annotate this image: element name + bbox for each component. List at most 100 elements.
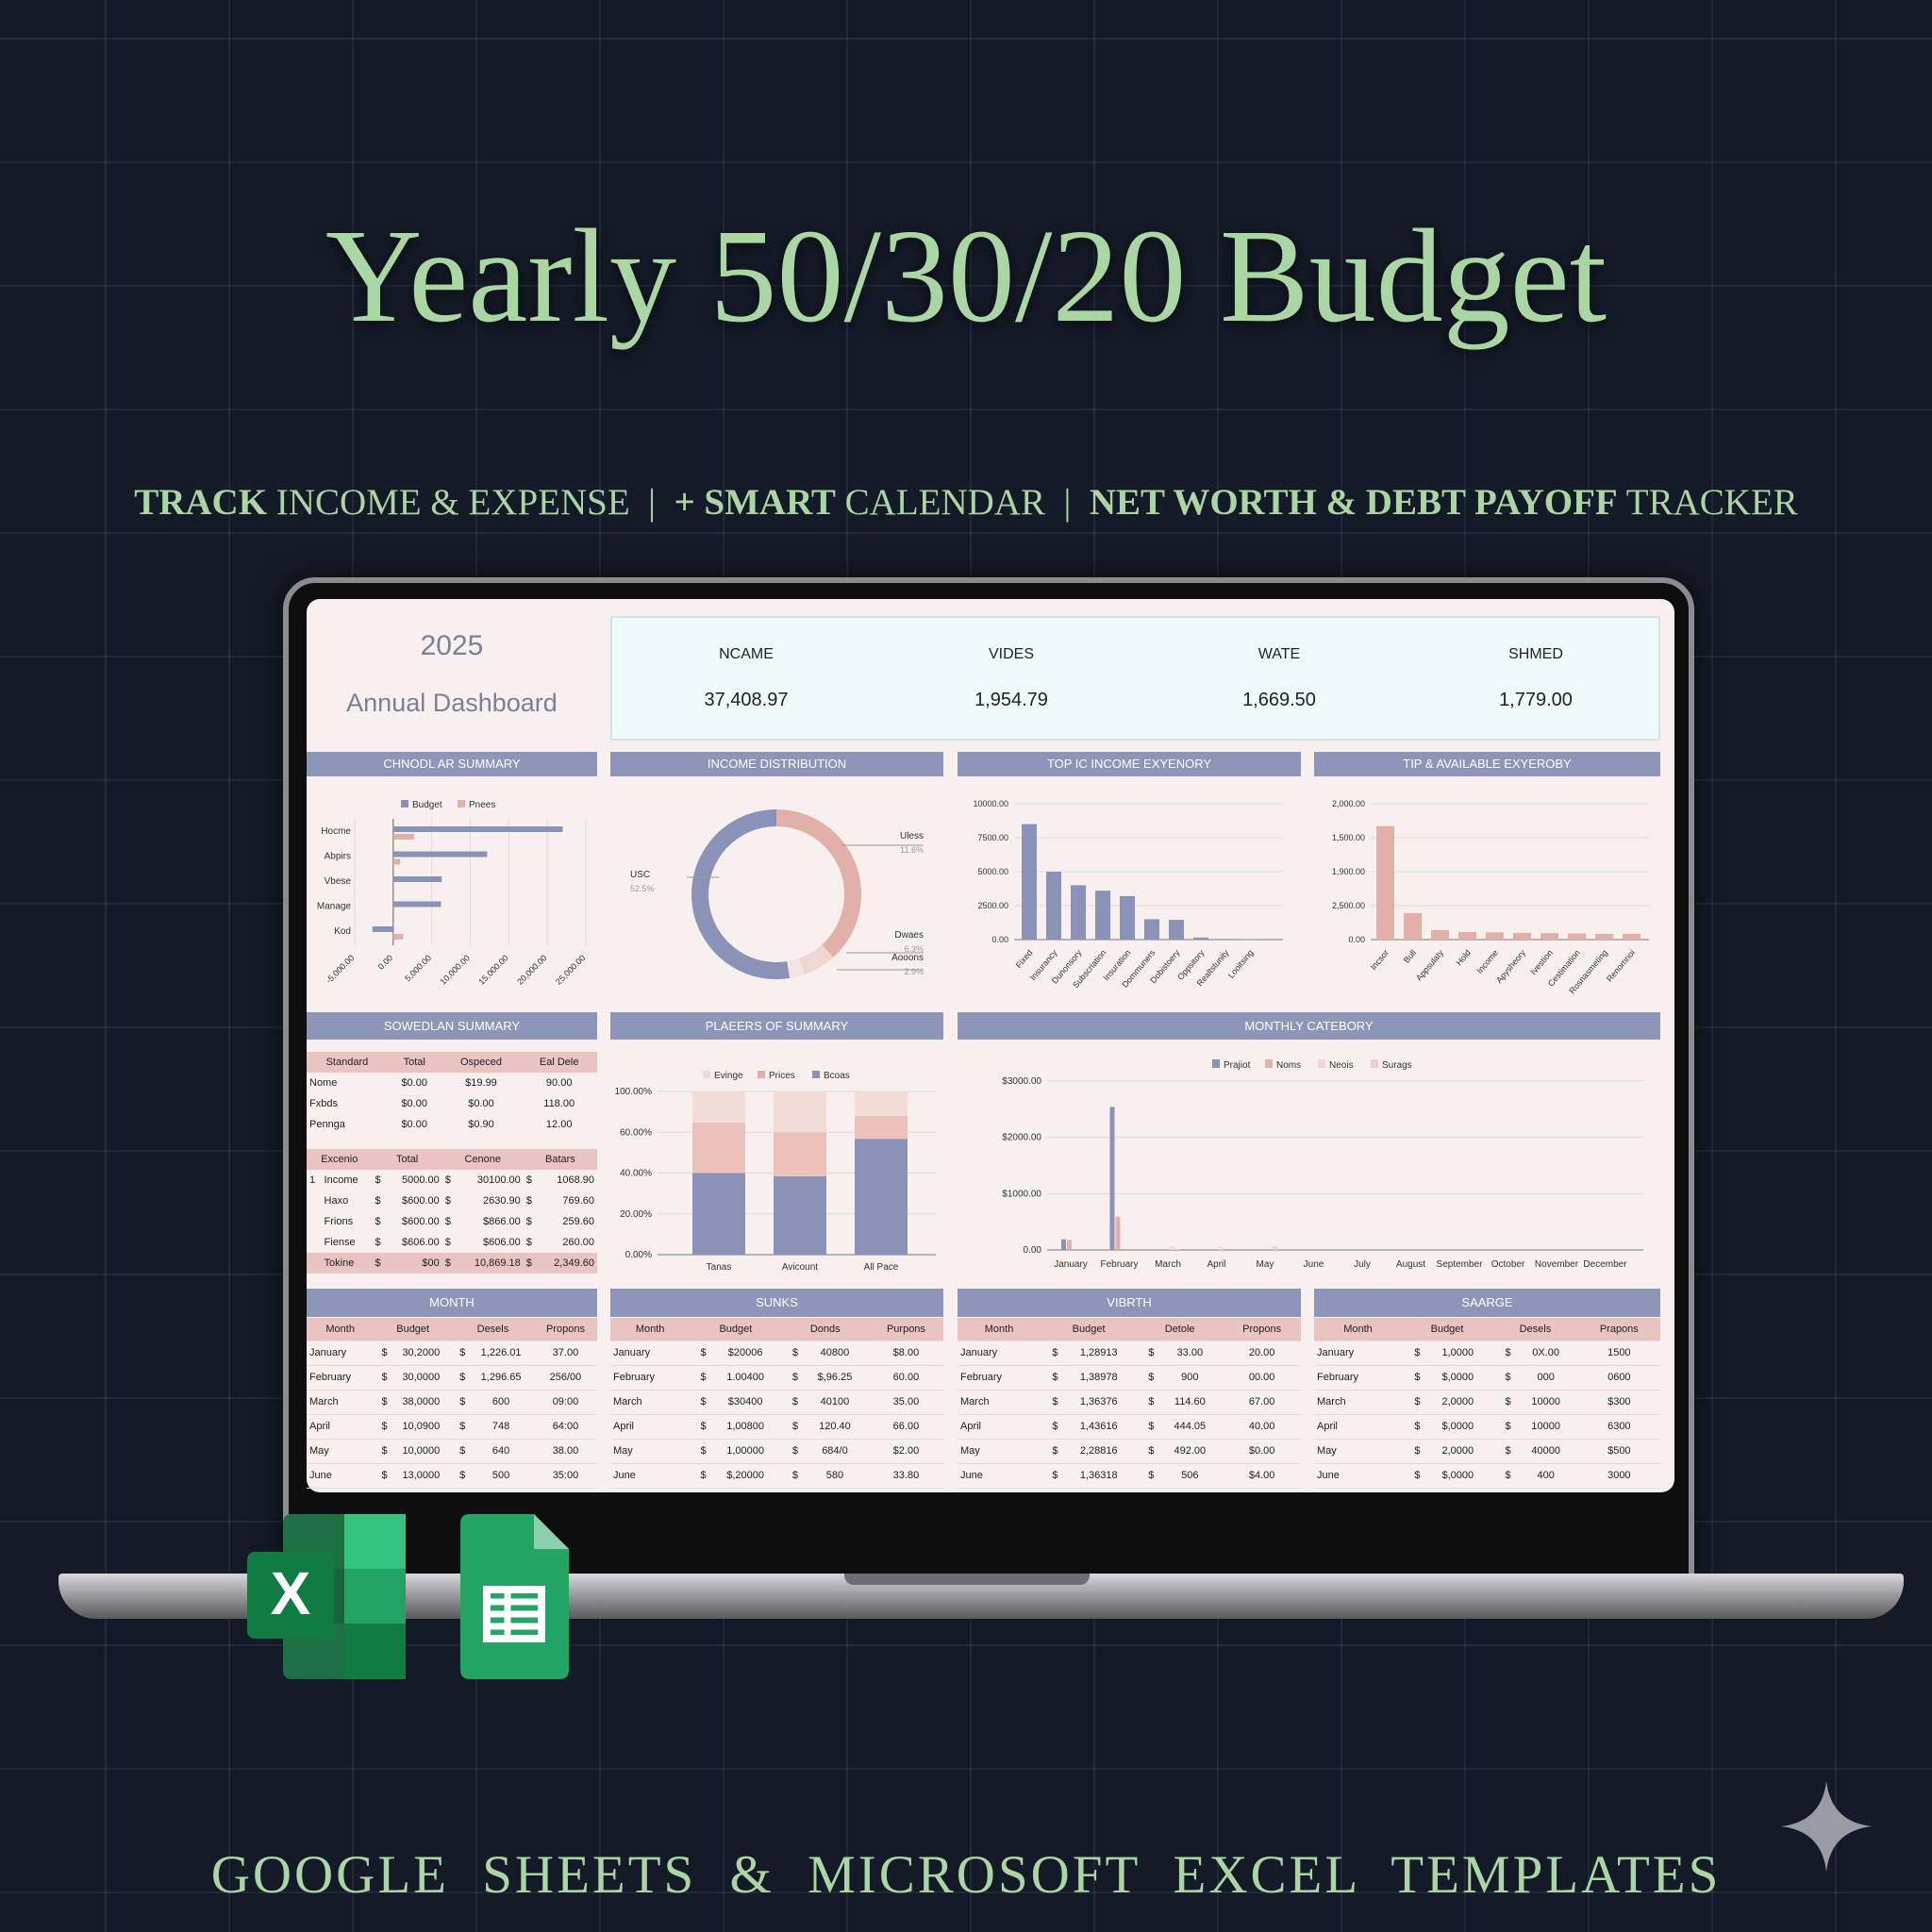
table-cell: $ (444, 1195, 451, 1207)
tick-label: -5,000.00 (324, 953, 356, 985)
table-cell: 1,36318 (1060, 1463, 1138, 1489)
table-cell: $ (451, 1414, 469, 1440)
table-row: Fiense $ $606.00 $ $606.00 $260.00 (307, 1232, 597, 1253)
table-cell: 09:00 (533, 1390, 597, 1415)
table-cell: $,0000 (1423, 1463, 1493, 1489)
table-cell: 1,28913 (1060, 1341, 1138, 1366)
subtitle-tracker: TRACKER (1617, 482, 1798, 523)
separator: | (629, 482, 675, 523)
table-cell: $ (690, 1390, 709, 1415)
table-cell: 114.60 (1157, 1390, 1224, 1415)
table-cell: May (610, 1439, 691, 1464)
table-cell: $ (1401, 1390, 1424, 1415)
table-cell: 20.00 (1223, 1341, 1301, 1366)
page-title: Yearly 50/30/20 Budget (325, 201, 1607, 350)
donut-slice (691, 809, 791, 979)
stacked-segment-prices (692, 1122, 745, 1174)
table-cell: $ (1401, 1439, 1424, 1464)
bar (1458, 932, 1476, 940)
table-cell: $ (1492, 1414, 1514, 1440)
category-label: Looitsing (1226, 948, 1256, 980)
legend-label: Noms (1276, 1060, 1301, 1071)
legend-label: Budget (412, 800, 442, 810)
table-row: March $2,0000 $10000 $300 (1314, 1390, 1660, 1415)
google-sheets-icon (460, 1514, 569, 1679)
tick-label: 0.00% (625, 1250, 652, 1260)
table-cell: $ (781, 1439, 802, 1464)
top-income-chart: 0.002500.005000.007500.0010000.00FixedIn… (973, 799, 1283, 990)
table-cell: 00.00 (1223, 1365, 1301, 1391)
category-label: Ivestion (1528, 948, 1555, 976)
table-cell: $500 (1577, 1439, 1660, 1464)
table-row: May $1,00000 $684/0 $2.00 (610, 1439, 943, 1464)
tick-label: 20.00% (620, 1209, 652, 1220)
table-cell: 684/0 (801, 1439, 869, 1464)
bar (1568, 933, 1586, 940)
total-row: Tokine $ $00 $10,869.18 $2,349.60 (307, 1253, 597, 1274)
month-label: October (1491, 1259, 1525, 1270)
bar (1120, 895, 1135, 940)
section-header: TIP & AVAILABLE EXYEROBY (1314, 752, 1660, 776)
table-row: March $1,36376 $114.60 67.00 (958, 1390, 1301, 1415)
table-cell: $ (1137, 1463, 1158, 1489)
table-cell: $0.00 (401, 1098, 427, 1109)
table-cell: $2.00 (868, 1439, 943, 1464)
column-header: Total (387, 1052, 441, 1073)
table-cell: 10000 (1513, 1390, 1578, 1415)
svg-text:X: X (271, 1559, 311, 1627)
table-cell: $ (444, 1237, 451, 1248)
bar (1071, 885, 1086, 940)
table-cell: 259.60 (562, 1216, 594, 1227)
table-cell: 1500 (1577, 1341, 1660, 1366)
table-row: Pennga $0.00 $0.90 12.00 (307, 1114, 597, 1135)
table-cell: 769.60 (562, 1195, 594, 1207)
stacked-segment-evinge (855, 1091, 908, 1116)
tick-label: 100.00% (615, 1087, 653, 1097)
table-cell: 1,00000 (708, 1439, 782, 1464)
bar (1144, 919, 1159, 940)
table-cell: 400 (1513, 1463, 1578, 1489)
legend-label: Prajiot (1224, 1060, 1251, 1071)
tick-label: 7500.00 (977, 833, 1008, 842)
month-label: December (1583, 1259, 1627, 1270)
table-cell: $ (1041, 1390, 1061, 1415)
category-label: Hold (1454, 948, 1473, 968)
table-cell: 40800 (801, 1341, 869, 1366)
table-cell: January (307, 1341, 375, 1366)
slice-percent: 6.3% (904, 944, 924, 954)
category-label: Incsor (1369, 948, 1391, 972)
table-cell: Income (324, 1174, 358, 1186)
table-cell: $ (375, 1216, 381, 1227)
column-header: Total (372, 1149, 442, 1170)
table-cell: Tokine (321, 1253, 373, 1274)
slice-percent: 2.9% (904, 967, 924, 976)
legend-swatch (812, 1071, 820, 1078)
table-cell: $ (1041, 1341, 1061, 1366)
tick-label: 5,000.00 (403, 953, 433, 983)
table-cell: 2,0000 (1423, 1439, 1493, 1464)
column-header: Batars (523, 1149, 597, 1170)
table-cell: $00 (387, 1253, 442, 1274)
bar-prajiot (1061, 1239, 1066, 1250)
legend-swatch (1371, 1059, 1378, 1068)
table-row: January $30,2000 $1,226.01 37.00 (307, 1341, 597, 1366)
table-cell: 000 (1513, 1365, 1578, 1391)
table-cell: April (958, 1414, 1041, 1440)
table-cell: $ (451, 1439, 469, 1464)
table-cell: $ (444, 1174, 451, 1186)
tick-label: 0.00 (1348, 935, 1365, 944)
table-cell: $ (1041, 1365, 1061, 1391)
table-cell: 506 (1157, 1463, 1224, 1489)
table-row: June $ $,20000 $580 33.80 (610, 1463, 943, 1489)
bar-budget (392, 901, 441, 908)
table-cell: $ (375, 1237, 381, 1248)
bar-surags (1175, 1248, 1180, 1250)
summary-table-1: Standard Total Ospeced Eal Dele Nome $0.00 $19… (307, 1052, 597, 1135)
slice-label: Dwaes (894, 930, 924, 941)
month-label: November (1535, 1259, 1579, 1270)
month-label: March (1155, 1259, 1181, 1270)
table-cell: $ (1401, 1463, 1424, 1489)
tick-label: 20,000.00 (515, 953, 548, 986)
table-cell: $ (781, 1390, 802, 1415)
tick-label: 1,900.00 (1332, 867, 1365, 876)
